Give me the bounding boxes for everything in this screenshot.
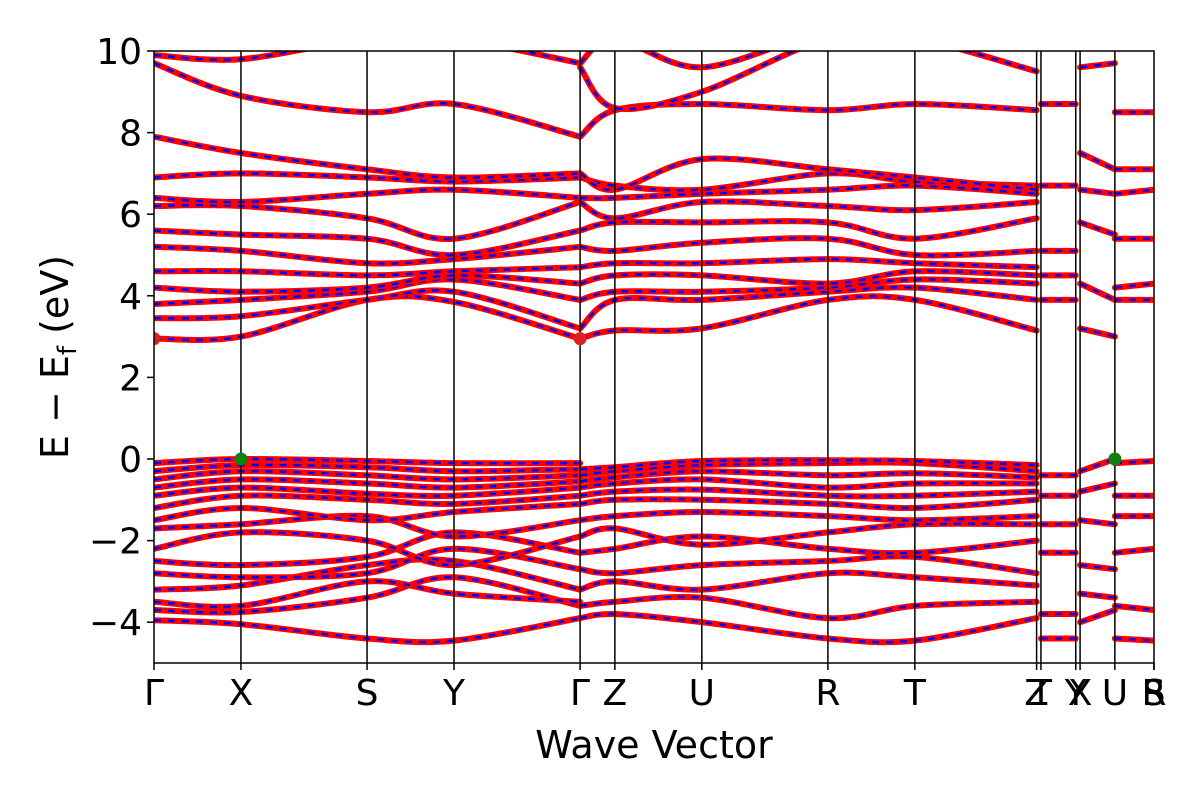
band-line-dashed	[1079, 482, 1116, 493]
band-line-dashed	[154, 51, 581, 65]
band-line	[577, 235, 1040, 259]
band-line-dashed	[1079, 327, 1116, 338]
x-tick-label: U	[689, 673, 715, 714]
band-line-dashed	[1114, 547, 1154, 555]
x-tick-label: T	[903, 673, 927, 714]
band-line-dashed	[1114, 188, 1154, 196]
band-line-dashed	[579, 535, 1037, 555]
band-line-dashed	[579, 269, 1037, 285]
y-tick-label: 4	[119, 277, 142, 318]
band-line-dashed	[579, 236, 1037, 257]
band-line-dashed	[1114, 637, 1154, 642]
band-line-dashed	[1079, 221, 1116, 236]
band-line-dashed	[579, 522, 1037, 546]
x-tick-label: R	[815, 673, 840, 714]
band-line-dashed	[579, 217, 1037, 240]
cbm-marker	[154, 332, 161, 346]
band-line-dashed	[1079, 188, 1116, 196]
band-line-dashed	[1079, 518, 1116, 526]
x-tick-label: S	[1143, 673, 1166, 714]
x-tick-label: X	[1068, 673, 1093, 714]
plot-frame	[153, 50, 1155, 664]
band-line-dashed	[1079, 563, 1116, 571]
band-line	[577, 293, 1040, 342]
x-tick-label: Γ	[144, 673, 164, 714]
y-axis-title-subscript: f	[53, 345, 83, 355]
band-line-dashed	[1114, 604, 1154, 612]
x-tick-label: Γ	[570, 673, 590, 714]
band-line-dashed	[1079, 592, 1116, 599]
band-line-dashed	[1114, 282, 1154, 289]
band-line-dashed	[1114, 459, 1154, 465]
band-line-dashed	[1079, 608, 1116, 624]
band-line-dashed	[579, 51, 768, 69]
bands-layer	[154, 51, 1154, 646]
band-line	[577, 198, 1040, 222]
cbm-marker	[573, 332, 587, 346]
band-line	[577, 51, 773, 71]
y-tick-label: 6	[119, 195, 142, 236]
band-line-dashed	[1079, 151, 1116, 171]
band-line-dashed	[1079, 61, 1116, 69]
band-line	[577, 533, 1040, 557]
x-tick-label: X	[229, 673, 254, 714]
band-line-dashed	[579, 571, 1037, 591]
x-tick-label: S	[356, 673, 379, 714]
y-tick-label: 0	[119, 440, 142, 481]
y-tick-label: 10	[96, 32, 142, 73]
x-axis-ticks: Γ X S Y Γ Z U R T ZT YX U SR	[144, 663, 1167, 714]
y-axis-title-main: E − E	[33, 355, 77, 459]
vbm-marker	[1108, 452, 1122, 466]
y-tick-label: 8	[119, 114, 142, 155]
band-line-dashed	[579, 294, 1037, 340]
band-line-dashed	[579, 51, 1037, 111]
band-line	[577, 51, 1040, 113]
x-tick-label: Z	[1024, 673, 1049, 714]
x-tick-label: U	[1102, 673, 1128, 714]
y-tick-label: −2	[89, 522, 142, 563]
x-tick-label: Y	[442, 673, 466, 714]
band-line	[577, 553, 1040, 577]
vbm-marker	[234, 452, 248, 466]
k-point-lines	[240, 51, 1116, 663]
y-tick-label: −4	[89, 603, 142, 644]
x-tick-label: R	[1141, 673, 1166, 714]
y-axis-ticks: 10 8 6 4 2 0 −2 −4	[89, 32, 154, 644]
extrema-markers	[154, 332, 1122, 466]
band-line-dashed	[154, 295, 581, 342]
y-axis-title: E − Ef (eV)	[33, 255, 83, 459]
y-axis-title-unit: (eV)	[33, 255, 77, 346]
band-line-dashed	[579, 612, 1037, 644]
x-tick-label: Z	[603, 673, 628, 714]
y-tick-label: 2	[119, 358, 142, 399]
x-axis-title: Wave Vector	[535, 723, 773, 767]
x-tick-label: T	[1029, 673, 1053, 714]
band-line-dashed	[1079, 282, 1116, 302]
band-line-dashed	[579, 595, 1037, 620]
x-tick-label: Y	[1064, 673, 1088, 714]
band-line-dashed	[579, 200, 1037, 220]
